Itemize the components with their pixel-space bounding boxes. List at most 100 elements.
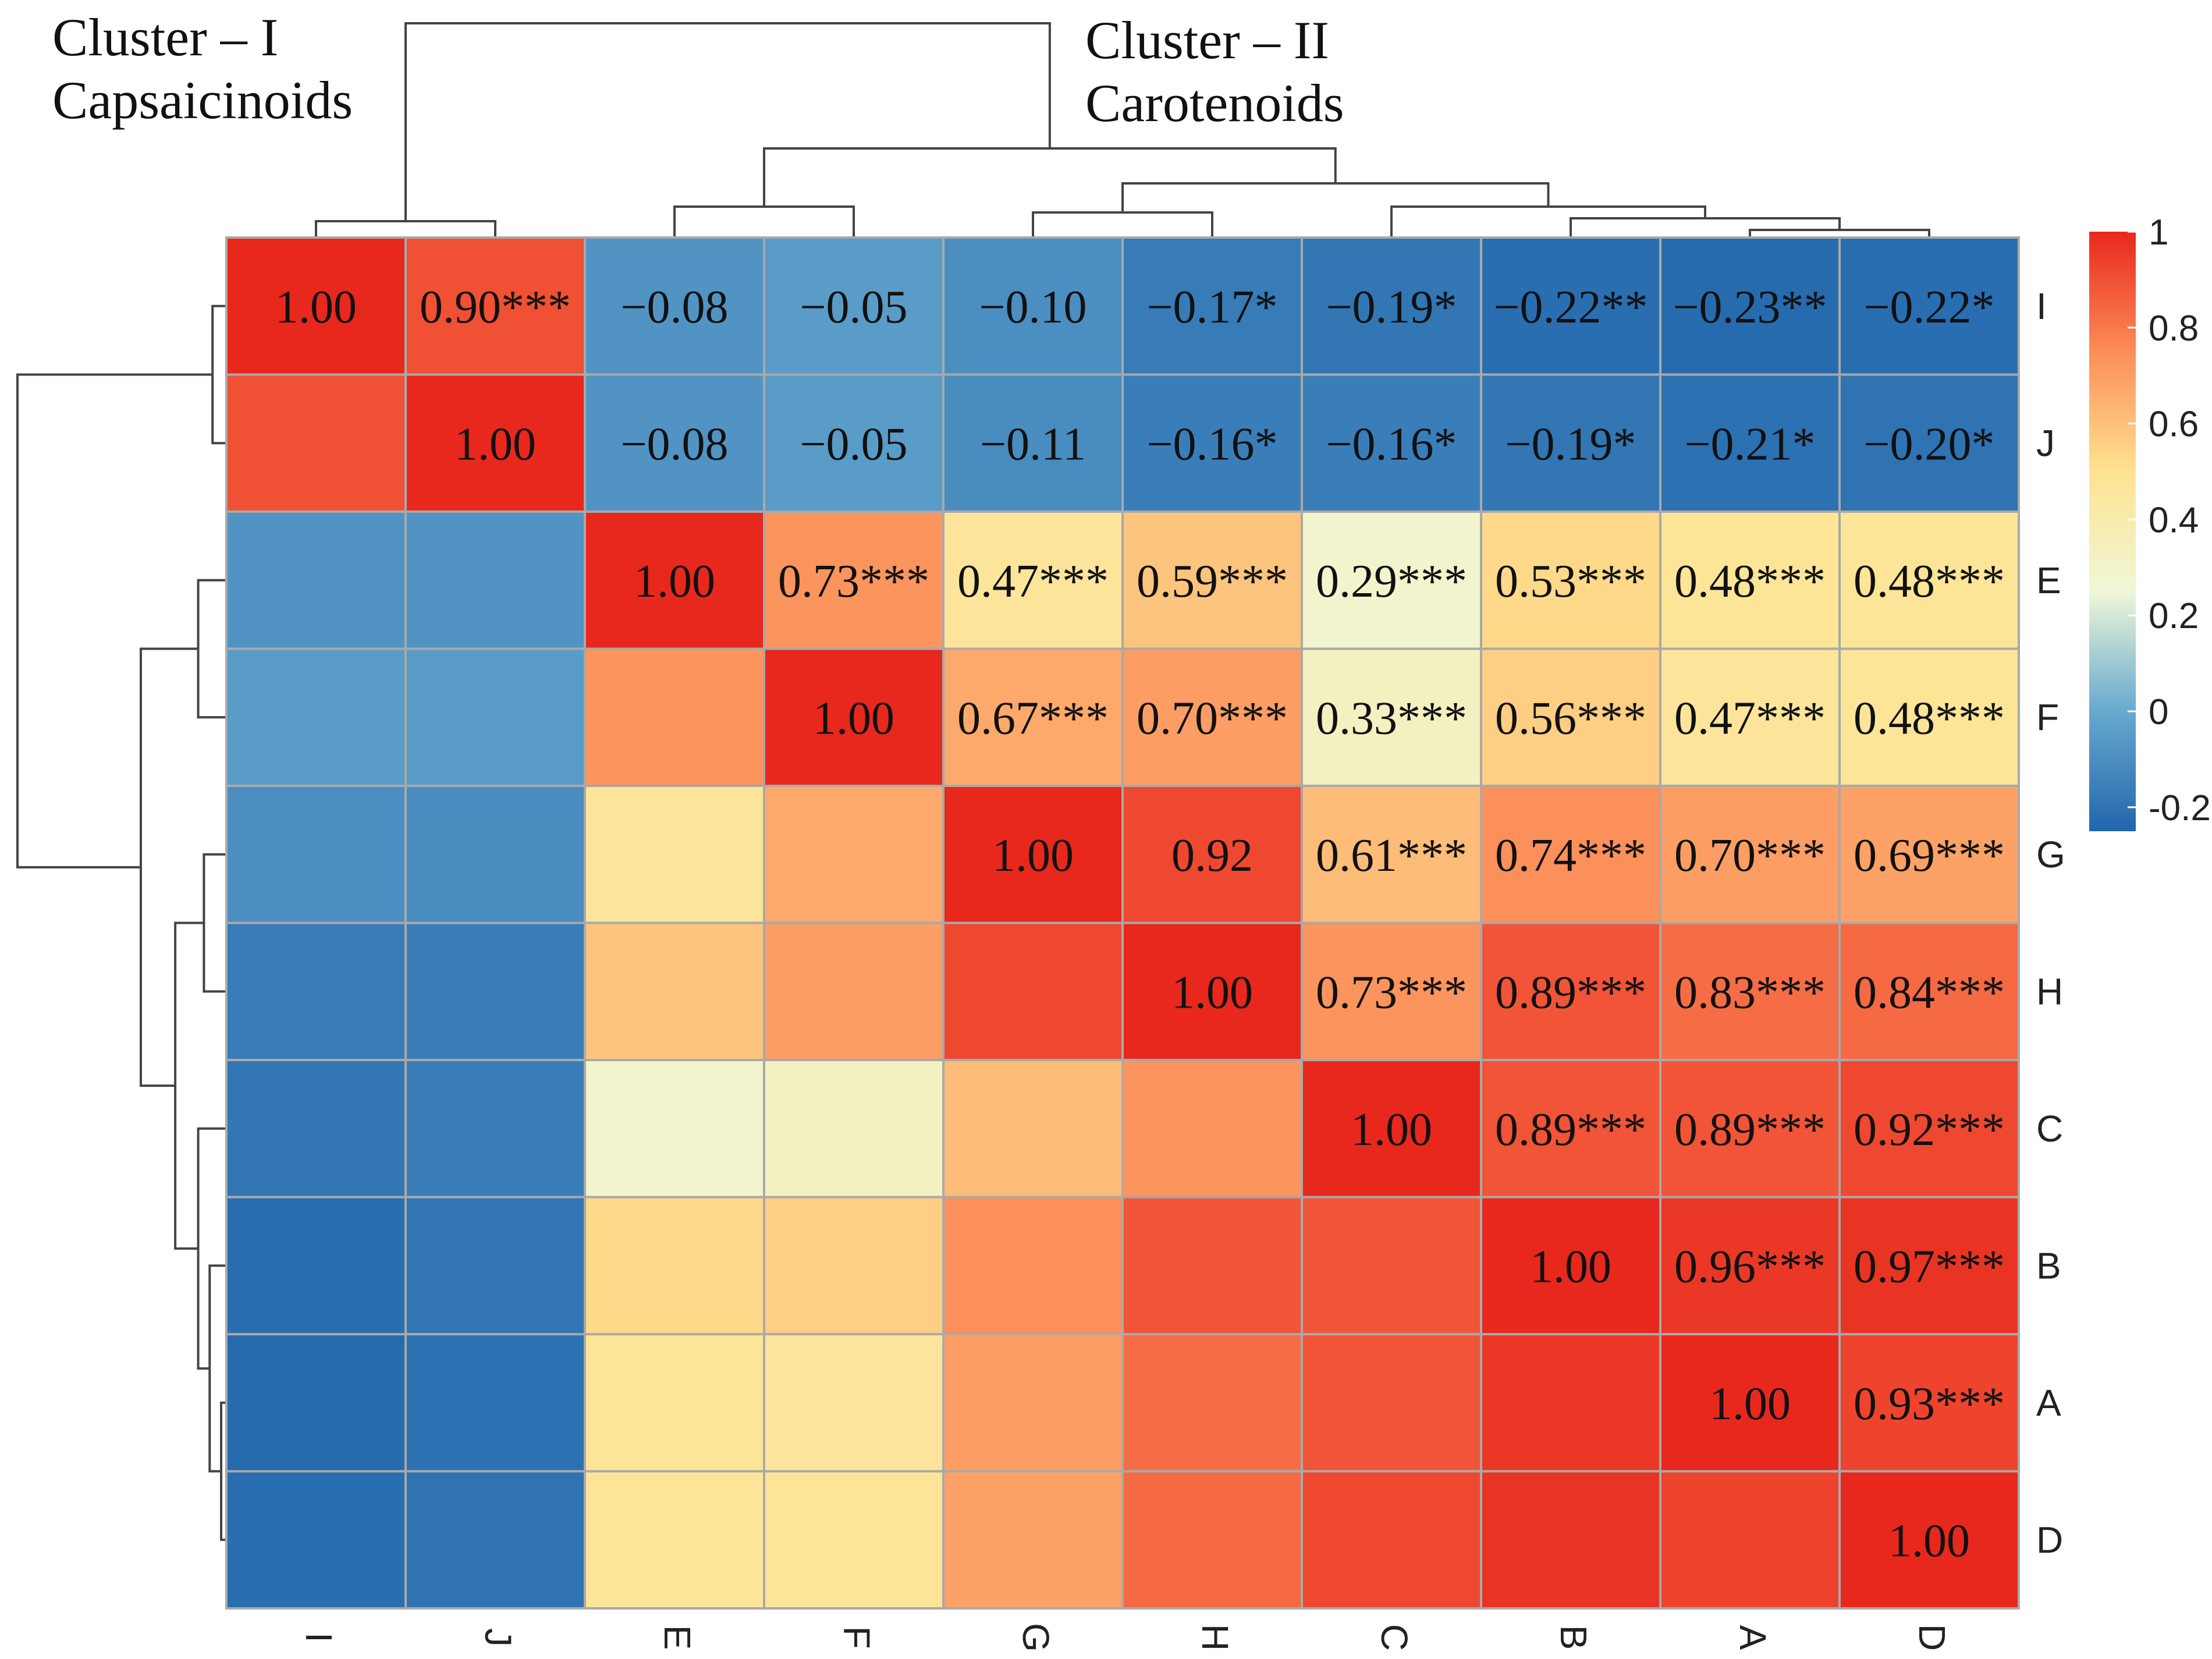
legend-colorbar <box>2089 232 2136 831</box>
dendrogram-branch <box>16 373 213 869</box>
cell-value-label: −0.17* <box>1146 282 1277 333</box>
heatmap-cell <box>763 921 945 1061</box>
heatmap-cell <box>763 785 945 924</box>
cell-value-label: 0.47*** <box>957 556 1109 607</box>
cell-value-label: 0.59*** <box>1137 556 1288 607</box>
heatmap-cell <box>942 511 1124 650</box>
legend-tick-label: 0 <box>2149 692 2168 732</box>
cell-value-label: −0.19* <box>1505 419 1636 470</box>
heatmap-cell <box>1121 785 1303 924</box>
dendrogram-branch <box>197 1127 226 1370</box>
dendrogram-branch <box>1032 211 1213 237</box>
dendrogram-branch <box>203 853 226 993</box>
heatmap-cell <box>1659 511 1841 650</box>
heatmap-cell <box>225 373 407 513</box>
legend-tick-label: 0.8 <box>2149 309 2199 349</box>
cell-value-label: 1.00 <box>1709 1378 1791 1430</box>
heatmap-cell <box>584 785 765 924</box>
heatmap-cell <box>1659 785 1841 924</box>
heatmap-cell <box>404 647 586 787</box>
cell-value-label: −0.05 <box>800 419 907 470</box>
column-label: E <box>656 1625 698 1650</box>
heatmap-cell <box>942 1470 1124 1610</box>
cell-value-label: 1.00 <box>813 693 894 744</box>
heatmap-cell <box>1480 373 1661 513</box>
dendrogram-branch <box>197 579 226 719</box>
cell-value-label: −0.22** <box>1493 282 1648 333</box>
heatmap-cell <box>1480 1333 1661 1473</box>
heatmap-cell <box>225 1470 407 1610</box>
cell-value-label: 0.53*** <box>1495 556 1646 607</box>
heatmap-cell <box>225 921 407 1061</box>
heatmap-cell <box>763 373 945 513</box>
column-label: H <box>1194 1624 1236 1651</box>
heatmap-cell <box>584 921 765 1061</box>
cell-value-label: −0.20* <box>1863 419 1994 470</box>
heatmap-cell <box>1838 647 2020 787</box>
heatmap-cell <box>1659 1333 1841 1473</box>
cluster-annotation-line: Cluster – I <box>52 8 278 67</box>
cluster-annotation-line: Cluster – II <box>1085 10 1329 70</box>
cell-value-label: 1.00 <box>1888 1515 1970 1566</box>
row-label: E <box>2036 559 2061 601</box>
heatmap-cell <box>942 1333 1124 1473</box>
heatmap-cell <box>1301 1196 1482 1335</box>
heatmap-cell <box>942 236 1124 376</box>
cell-value-label: −0.19* <box>1326 282 1457 333</box>
cell-value-label: −0.21* <box>1684 419 1815 470</box>
cell-value-label: −0.08 <box>620 282 728 333</box>
heatmap-cell <box>1480 921 1661 1061</box>
heatmap-cell <box>225 647 407 787</box>
column-label: J <box>477 1628 519 1647</box>
row-label: G <box>2036 834 2065 875</box>
dendrogram-branch <box>404 22 1051 221</box>
row-dendrogram <box>16 304 226 1541</box>
heatmap-cell <box>763 1196 945 1335</box>
heatmap-cell <box>404 373 586 513</box>
heatmap-cell <box>1659 1470 1841 1610</box>
cell-value-label: 0.69*** <box>1854 830 2005 881</box>
heatmap-cell <box>404 511 586 650</box>
heatmap-cell <box>1121 373 1303 513</box>
heatmap-cell <box>763 1470 945 1610</box>
heatmap-cell <box>1121 1470 1303 1610</box>
heatmap-cell <box>763 236 945 376</box>
cell-value-label: 0.29*** <box>1316 556 1467 607</box>
row-label: J <box>2036 422 2055 464</box>
heatmap-cell <box>1659 373 1841 513</box>
cell-value-label: −0.08 <box>620 419 728 470</box>
dendrogram-branch <box>763 147 1337 207</box>
heatmap-cell <box>1301 1470 1482 1610</box>
heatmap-cell <box>1121 921 1303 1061</box>
heatmap-cell <box>404 1333 586 1473</box>
heatmap-cell <box>1659 647 1841 787</box>
heatmap-cell <box>1480 785 1661 924</box>
heatmap-cell <box>404 785 586 924</box>
cell-value-label: 0.70*** <box>1137 693 1288 744</box>
cell-value-label: −0.10 <box>979 282 1087 333</box>
heatmap-cell <box>584 1470 765 1610</box>
legend-tick-label: 1 <box>2149 212 2168 253</box>
heatmap-cell <box>942 1059 1124 1199</box>
cell-value-label: 1.00 <box>455 419 536 470</box>
column-label: I <box>298 1632 340 1643</box>
heatmap-cell <box>1838 236 2020 376</box>
legend-tick-label: 0.4 <box>2149 500 2199 540</box>
cell-value-label: 0.92 <box>1171 830 1253 881</box>
heatmap-cell <box>1659 1196 1841 1335</box>
cell-value-label: 0.83*** <box>1674 967 1826 1018</box>
color-legend: 1 0.8 0.6 0.4 0.2 0 -0.2 <box>2089 212 2211 831</box>
cluster-annotation-line: Capsaicinoids <box>52 70 353 130</box>
heatmap-cells <box>225 236 2020 1610</box>
row-label: F <box>2036 696 2059 738</box>
cell-value-label: 0.97*** <box>1854 1241 2005 1292</box>
heatmap-cell <box>404 921 586 1061</box>
dendrogram-branch <box>673 205 855 237</box>
heatmap-cell <box>1121 1196 1303 1335</box>
heatmap-cell <box>584 1196 765 1335</box>
cell-value-label: 1.00 <box>275 282 357 333</box>
dendrogram-branch <box>315 220 496 237</box>
heatmap-cell <box>1838 511 2020 650</box>
cell-value-label: 0.89*** <box>1495 967 1646 1018</box>
